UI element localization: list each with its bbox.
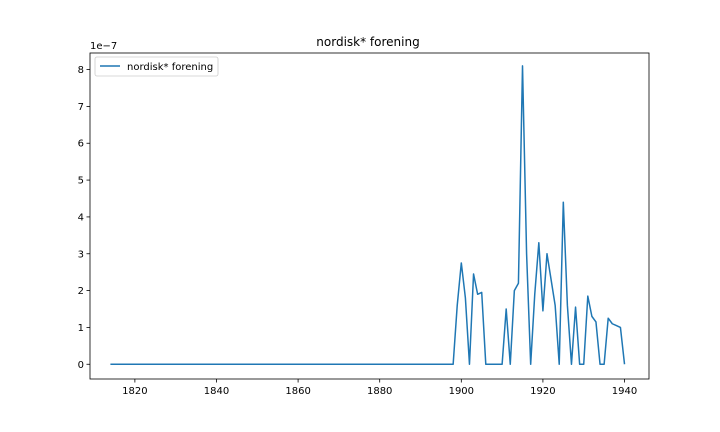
plot-area: [110, 65, 626, 366]
y-tick-label: 8: [78, 65, 84, 76]
axes-frame: [89, 52, 650, 380]
legend-entry-label: nordisk* forening: [127, 62, 213, 73]
y-tick-label: 0: [78, 360, 84, 371]
legend: nordisk* forening: [94, 56, 219, 77]
legend-box: [94, 56, 219, 77]
chart-title: nordisk* forening: [316, 35, 419, 49]
y-tick-label: 7: [78, 102, 84, 113]
x-tick-label: 1860: [285, 386, 310, 397]
x-tick-label: 1940: [612, 386, 637, 397]
y-tick-label: 6: [78, 139, 84, 150]
y-tick-label: 1: [78, 323, 84, 334]
y-tick-label: 5: [78, 176, 84, 187]
y-tick-label: 2: [78, 286, 84, 297]
y-tick-label: 4: [78, 212, 84, 223]
x-tick-label: 1840: [204, 386, 229, 397]
y-axis: 0 1 2 3 4 5 6 7 8: [78, 65, 90, 371]
x-tick-label: 1900: [449, 386, 474, 397]
series-line-0: [110, 65, 626, 366]
x-tick-label: 1880: [367, 386, 392, 397]
y-tick-label: 3: [78, 249, 84, 260]
x-axis: 1820 1840 1860 1880 1900 1920 1940: [122, 379, 637, 397]
y-offset-label: 1e−7: [90, 41, 117, 52]
x-tick-label: 1820: [122, 386, 147, 397]
x-tick-label: 1920: [530, 386, 555, 397]
